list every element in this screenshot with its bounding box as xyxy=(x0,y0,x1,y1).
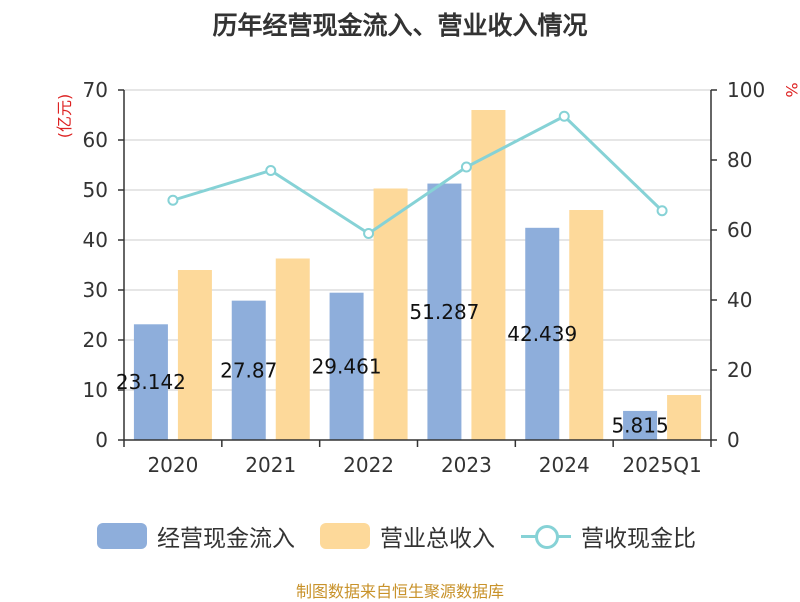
y2-axis-label: % xyxy=(782,82,800,97)
y-tick-label: 40 xyxy=(83,228,108,252)
x-tick-label: 2020 xyxy=(147,453,198,477)
y-tick-label: 30 xyxy=(83,278,108,302)
legend-item-ratio[interactable]: 营收现金比 xyxy=(521,516,696,556)
y2-tick-label: 40 xyxy=(727,288,752,312)
y2-tick-label: 0 xyxy=(727,428,740,452)
bar-revenue xyxy=(373,188,408,440)
y-tick-label: 20 xyxy=(83,328,108,352)
data-label-cash-inflow: 23.142 xyxy=(116,370,186,394)
ratio-line xyxy=(172,114,664,236)
bar-cash-inflow xyxy=(329,292,364,440)
y2-tick-label: 80 xyxy=(727,148,752,172)
bar-revenue xyxy=(569,210,604,440)
legend-item-revenue[interactable]: 营业总收入 xyxy=(320,516,495,556)
bar-revenue xyxy=(667,395,702,440)
y-tick-label: 60 xyxy=(83,128,108,152)
ratio-point xyxy=(656,205,668,217)
bar-revenue xyxy=(471,110,506,440)
legend-swatch-ratio xyxy=(521,523,571,549)
bar-cash-inflow xyxy=(623,410,658,440)
y-tick-label: 50 xyxy=(83,178,108,202)
ratio-point xyxy=(167,194,179,206)
y-tick-label: 70 xyxy=(83,78,108,102)
bar-revenue xyxy=(275,258,310,440)
y-tick-label: 10 xyxy=(83,378,108,402)
bar-cash-inflow xyxy=(133,324,168,440)
y2-tick-label: 20 xyxy=(727,358,752,382)
legend-item-cash-inflow[interactable]: 经营现金流入 xyxy=(97,516,295,556)
legend-swatch-revenue xyxy=(320,523,370,549)
legend: 经营现金流入 营业总收入 营收现金比 xyxy=(0,516,800,556)
ratio-point xyxy=(363,228,375,239)
legend-label-revenue: 营业总收入 xyxy=(380,526,495,552)
y2-tick-label: 100 xyxy=(727,78,765,102)
ratio-point xyxy=(265,165,277,176)
chart-title: 历年经营现金流入、营业收入情况 xyxy=(212,11,588,40)
x-tick-label: 2021 xyxy=(245,453,296,477)
bar-cash-inflow xyxy=(427,183,462,440)
bar-cash-inflow xyxy=(525,227,560,440)
data-label-cash-inflow: 42.439 xyxy=(507,322,577,346)
x-tick-label: 2022 xyxy=(343,453,394,477)
data-label-cash-inflow: 5.815 xyxy=(611,413,668,437)
legend-label-cash-inflow: 经营现金流入 xyxy=(157,526,295,552)
bar-revenue xyxy=(177,270,212,440)
x-tick-label: 2025Q1 xyxy=(622,453,701,477)
data-label-cash-inflow: 29.461 xyxy=(312,354,382,378)
y2-tick-label: 60 xyxy=(727,218,752,242)
legend-label-ratio: 营收现金比 xyxy=(581,526,696,552)
source-note: 制图数据来自恒生聚源数据库 xyxy=(295,582,504,601)
y-axis-label: (亿元) xyxy=(55,94,74,139)
data-label-cash-inflow: 51.287 xyxy=(409,300,479,324)
data-label-cash-inflow: 27.87 xyxy=(220,358,277,382)
ratio-point xyxy=(460,161,472,173)
legend-swatch-cash-inflow xyxy=(97,523,147,549)
x-tick-label: 2023 xyxy=(441,453,492,477)
ratio-point xyxy=(558,110,570,122)
y-tick-label: 0 xyxy=(95,428,108,452)
x-tick-label: 2024 xyxy=(539,453,590,477)
bar-cash-inflow xyxy=(231,300,266,440)
combo-chart: 0 10 20 30 40 50 60 70 0 20 40 60 80 100 (亿元)% 2020 2021… xyxy=(55,78,800,477)
